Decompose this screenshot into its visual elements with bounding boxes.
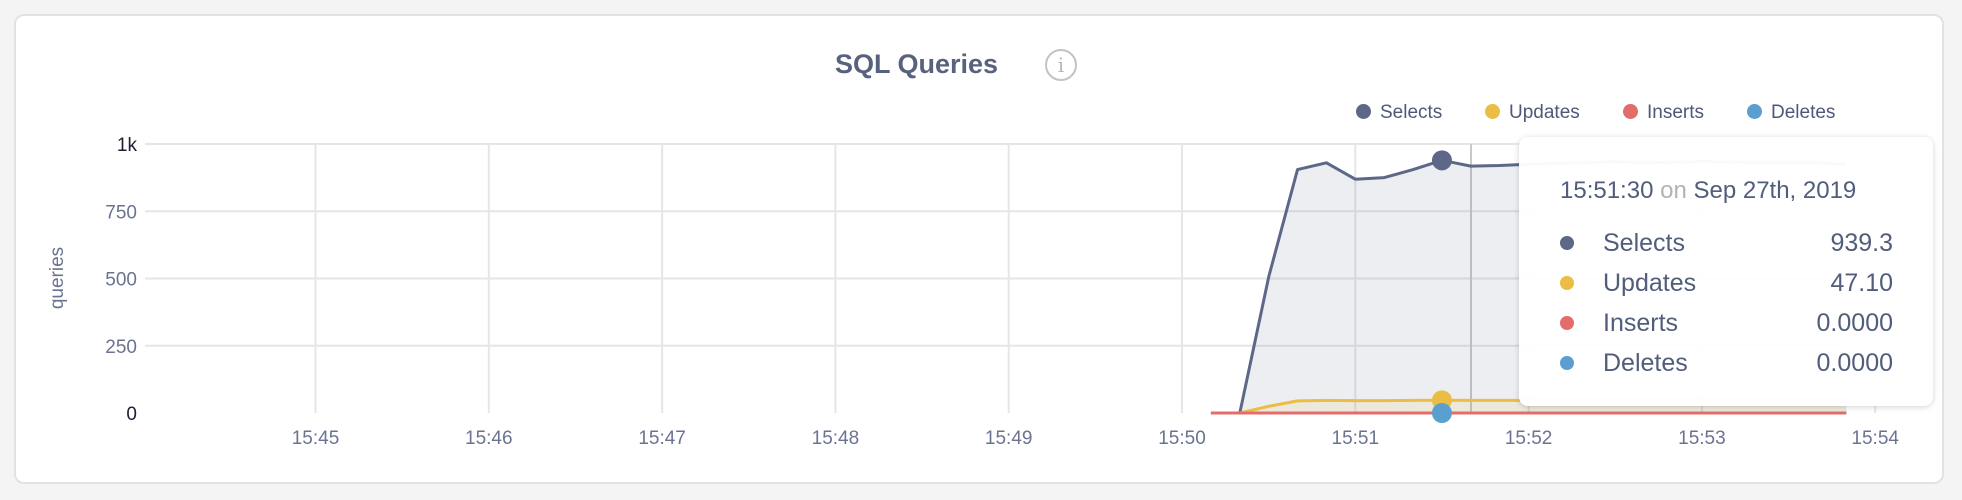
tooltip-value: 0.0000 — [1816, 309, 1893, 337]
y-tick-label: 0 — [126, 404, 137, 425]
tooltip-value: 47.10 — [1830, 269, 1893, 297]
hover-marker-selects — [1431, 150, 1452, 171]
legend-item-updates[interactable]: Updates — [1485, 100, 1580, 126]
chart-tooltip: 15:51:30 on Sep 27th, 2019 Selects 939.3… — [1519, 137, 1933, 406]
legend-dot — [1485, 104, 1500, 119]
tooltip-label: Inserts — [1603, 309, 1679, 337]
tooltip-date: Sep 27th, 2019 — [1693, 177, 1857, 204]
tooltip-on: on — [1660, 177, 1687, 204]
legend-item-inserts[interactable]: Inserts — [1623, 100, 1704, 126]
tooltip-dot — [1560, 236, 1574, 250]
x-tick-label: 15:47 — [638, 428, 686, 449]
tooltip-row-inserts: Inserts 0.0000 — [1560, 305, 1893, 341]
tooltip-label: Selects — [1603, 229, 1685, 257]
legend-dot — [1356, 104, 1371, 119]
legend-label: Updates — [1509, 102, 1580, 123]
chart-title: SQL Queries — [835, 49, 999, 79]
x-tick-label: 15:50 — [1158, 428, 1206, 449]
tooltip-row-updates: Updates 47.10 — [1560, 265, 1893, 301]
x-tick-label: 15:46 — [465, 428, 513, 449]
tooltip-value: 939.3 — [1830, 229, 1893, 257]
x-tick-label: 15:54 — [1851, 428, 1899, 449]
tooltip-row-selects: Selects 939.3 — [1560, 225, 1893, 261]
y-tick-label: 500 — [105, 270, 137, 291]
tooltip-dot — [1560, 356, 1574, 370]
y-tick-label: 1k — [117, 135, 138, 156]
chart-header: SQL Queries i — [0, 44, 1962, 84]
legend-label: Deletes — [1771, 102, 1836, 123]
tooltip-timestamp: 15:51:30 on Sep 27th, 2019 — [1560, 177, 1856, 205]
tooltip-dot — [1560, 276, 1574, 290]
tooltip-dot — [1560, 316, 1574, 330]
hover-marker-deletes — [1431, 403, 1452, 423]
legend-dot — [1747, 104, 1762, 119]
x-tick-label: 15:51 — [1332, 428, 1380, 449]
x-tick-label: 15:45 — [292, 428, 340, 449]
legend-item-selects[interactable]: Selects — [1356, 100, 1442, 126]
legend-dot — [1623, 104, 1638, 119]
x-tick-label: 15:49 — [985, 428, 1033, 449]
tooltip-value: 0.0000 — [1816, 349, 1893, 377]
y-axis-label: queries — [47, 247, 68, 309]
info-icon[interactable]: i — [1045, 49, 1077, 81]
legend-label: Selects — [1380, 102, 1443, 123]
tooltip-row-deletes: Deletes 0.0000 — [1560, 345, 1893, 381]
tooltip-time: 15:51:30 — [1560, 177, 1654, 204]
tooltip-label: Deletes — [1603, 349, 1688, 377]
x-tick-label: 15:52 — [1505, 428, 1553, 449]
x-tick-label: 15:53 — [1678, 428, 1726, 449]
legend-label: Inserts — [1647, 102, 1705, 123]
y-tick-label: 250 — [105, 337, 137, 358]
tooltip-label: Updates — [1603, 269, 1697, 297]
y-tick-label: 750 — [105, 202, 137, 223]
legend-item-deletes[interactable]: Deletes — [1747, 100, 1835, 126]
x-tick-label: 15:48 — [812, 428, 860, 449]
